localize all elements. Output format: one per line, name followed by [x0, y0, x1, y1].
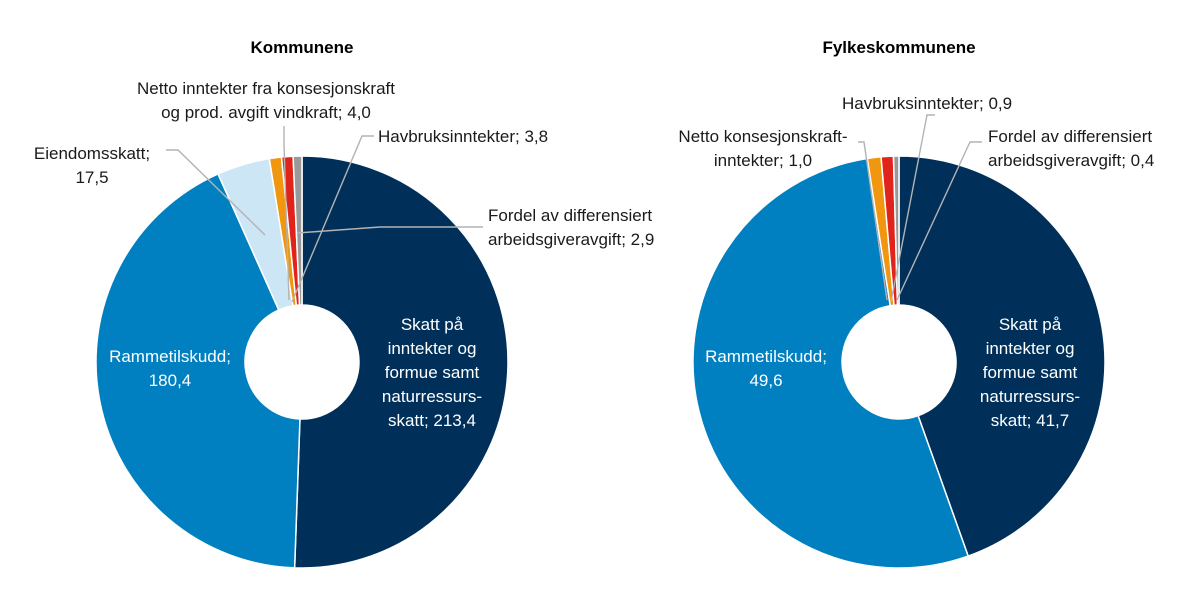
- slice-fordel: [292, 155, 303, 306]
- slice-label-skatt: Skatt på inntekter og formue samt naturress…: [980, 315, 1080, 430]
- leader-line-fordel: [296, 226, 483, 234]
- slice-label-line: skatt; 41,7: [991, 411, 1069, 430]
- slice-label-line: inntekter; 1,0: [714, 151, 812, 170]
- slice-label-line: formue samt: [983, 363, 1078, 382]
- slice-label-konsesjonskraft: Netto konsesjonskraft-inntekter; 1,0: [678, 127, 847, 170]
- slice-label-line: Fordel av differensiert: [988, 127, 1152, 146]
- slice-rammetilskudd: [692, 157, 970, 569]
- slice-label-line: formue samt: [385, 363, 480, 382]
- slice-skatt: [898, 155, 1106, 558]
- slice-label-rammetilskudd: Rammetilskudd; 180,4: [109, 347, 231, 390]
- slice-label-fordel: Fordel av differensiert arbeidsgiveravgif…: [988, 127, 1154, 170]
- slice-label-rammetilskudd: Rammetilskudd; 49,6: [705, 347, 827, 390]
- slice-label-line: arbeidsgiveravgift; 2,9: [488, 230, 654, 249]
- slice-label-line: skatt; 213,4: [388, 411, 476, 430]
- slice-label-line: og prod. avgift vindkraft; 4,0: [161, 103, 371, 122]
- slice-label-line: Havbruksinntekter; 3,8: [378, 127, 548, 146]
- chart-fylkeskommunene: Fylkeskommunene Skatt på inntekter og form…: [678, 38, 1154, 569]
- slice-label-line: Netto inntekter fra konsesjonskraft: [137, 79, 395, 98]
- slice-label-line: 49,6: [749, 371, 782, 390]
- slice-label-line: Rammetilskudd;: [109, 347, 231, 366]
- slice-label-line: Skatt på: [401, 315, 464, 334]
- leader-line-havbruk: [291, 135, 374, 303]
- leader-line-eiendomsskatt: [166, 149, 266, 236]
- slice-label-skatt: Skatt på inntekter og formue samt naturress…: [382, 315, 482, 430]
- slice-label-line: naturressurs-: [980, 387, 1080, 406]
- slice-label-konsesjonskraft: Netto inntekter fra konsesjonskraft og pr…: [137, 79, 395, 122]
- slice-label-line: arbeidsgiveravgift; 0,4: [988, 151, 1154, 170]
- leader-line-havbruk: [890, 114, 935, 303]
- slice-label-line: Fordel av differensiert: [488, 206, 652, 225]
- slice-skatt: [293, 155, 509, 569]
- chart-title-fylkeskommunene: Fylkeskommunene: [822, 38, 975, 57]
- slice-label-line: naturressurs-: [382, 387, 482, 406]
- slice-label-havbruk: Havbruksinntekter; 0,9: [842, 94, 1012, 113]
- slice-label-line: Rammetilskudd;: [705, 347, 827, 366]
- slice-label-havbruk: Havbruksinntekter; 3,8: [378, 127, 548, 146]
- leader-line-konsesjonskraft: [283, 126, 290, 301]
- leader-line-fordel: [896, 141, 982, 301]
- slice-label-fordel: Fordel av differensiert arbeidsgiveravgif…: [488, 206, 654, 249]
- slice-label-eiendomsskatt: Eiendomsskatt; 17,5: [34, 144, 150, 187]
- slice-label-line: Eiendomsskatt;: [34, 144, 150, 163]
- slice-rammetilskudd: [95, 172, 301, 569]
- slice-label-line: 180,4: [149, 371, 192, 390]
- slice-label-line: inntekter og: [986, 339, 1075, 358]
- chart-title-kommunene: Kommunene: [251, 38, 354, 57]
- slice-label-line: inntekter og: [388, 339, 477, 358]
- slice-label-line: Netto konsesjonskraft-: [678, 127, 847, 146]
- slice-label-line: 17,5: [75, 168, 108, 187]
- slice-label-line: Havbruksinntekter; 0,9: [842, 94, 1012, 113]
- slice-label-line: Skatt på: [999, 315, 1062, 334]
- leader-line-konsesjonskraft: [858, 141, 888, 301]
- chart-kommunene: Kommunene Skatt på inntekter og formue sam…: [34, 38, 654, 569]
